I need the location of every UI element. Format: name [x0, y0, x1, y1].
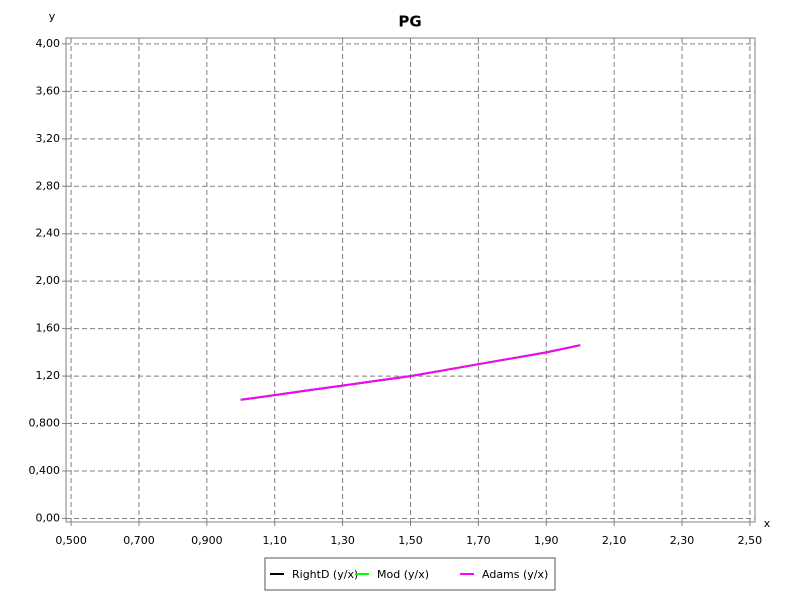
legend-label: Mod (y/x) [377, 568, 429, 581]
y-tick-label: 2,00 [36, 274, 61, 287]
y-tick-label: 4,00 [36, 37, 61, 50]
legend [264, 557, 556, 591]
y-tick-label: 0,800 [29, 417, 61, 430]
x-axis-label: x [764, 517, 771, 530]
x-tick-label: 1,50 [398, 534, 423, 547]
series-line [240, 344, 581, 401]
y-tick-label: 1,60 [36, 322, 61, 335]
x-tick-label: 0,700 [123, 534, 155, 547]
y-tick-label: 0,400 [29, 464, 61, 477]
x-tick-label: 2,50 [738, 534, 763, 547]
y-tick-label: 3,60 [36, 84, 61, 97]
x-tick-label: 0,900 [191, 534, 223, 547]
x-tick-label: 1,70 [466, 534, 491, 547]
y-axis-label: y [49, 10, 56, 23]
y-tick-label: 1,20 [36, 369, 61, 382]
x-tick-label: 0,500 [55, 534, 87, 547]
y-tick-label: 0,00 [36, 511, 61, 524]
y-tick-label: 2,80 [36, 179, 61, 192]
x-tick-label: 1,10 [262, 534, 287, 547]
y-tick-label: 3,20 [36, 132, 61, 145]
y-tick-label: 2,40 [36, 227, 61, 240]
legend-label: RightD (y/x) [292, 568, 358, 581]
x-tick-label: 2,10 [602, 534, 627, 547]
x-tick-label: 2,30 [670, 534, 695, 547]
legend-label: Adams (y/x) [482, 568, 548, 581]
chart-title: PG [398, 13, 421, 31]
x-tick-label: 1,90 [534, 534, 559, 547]
x-tick-label: 1,30 [330, 534, 355, 547]
